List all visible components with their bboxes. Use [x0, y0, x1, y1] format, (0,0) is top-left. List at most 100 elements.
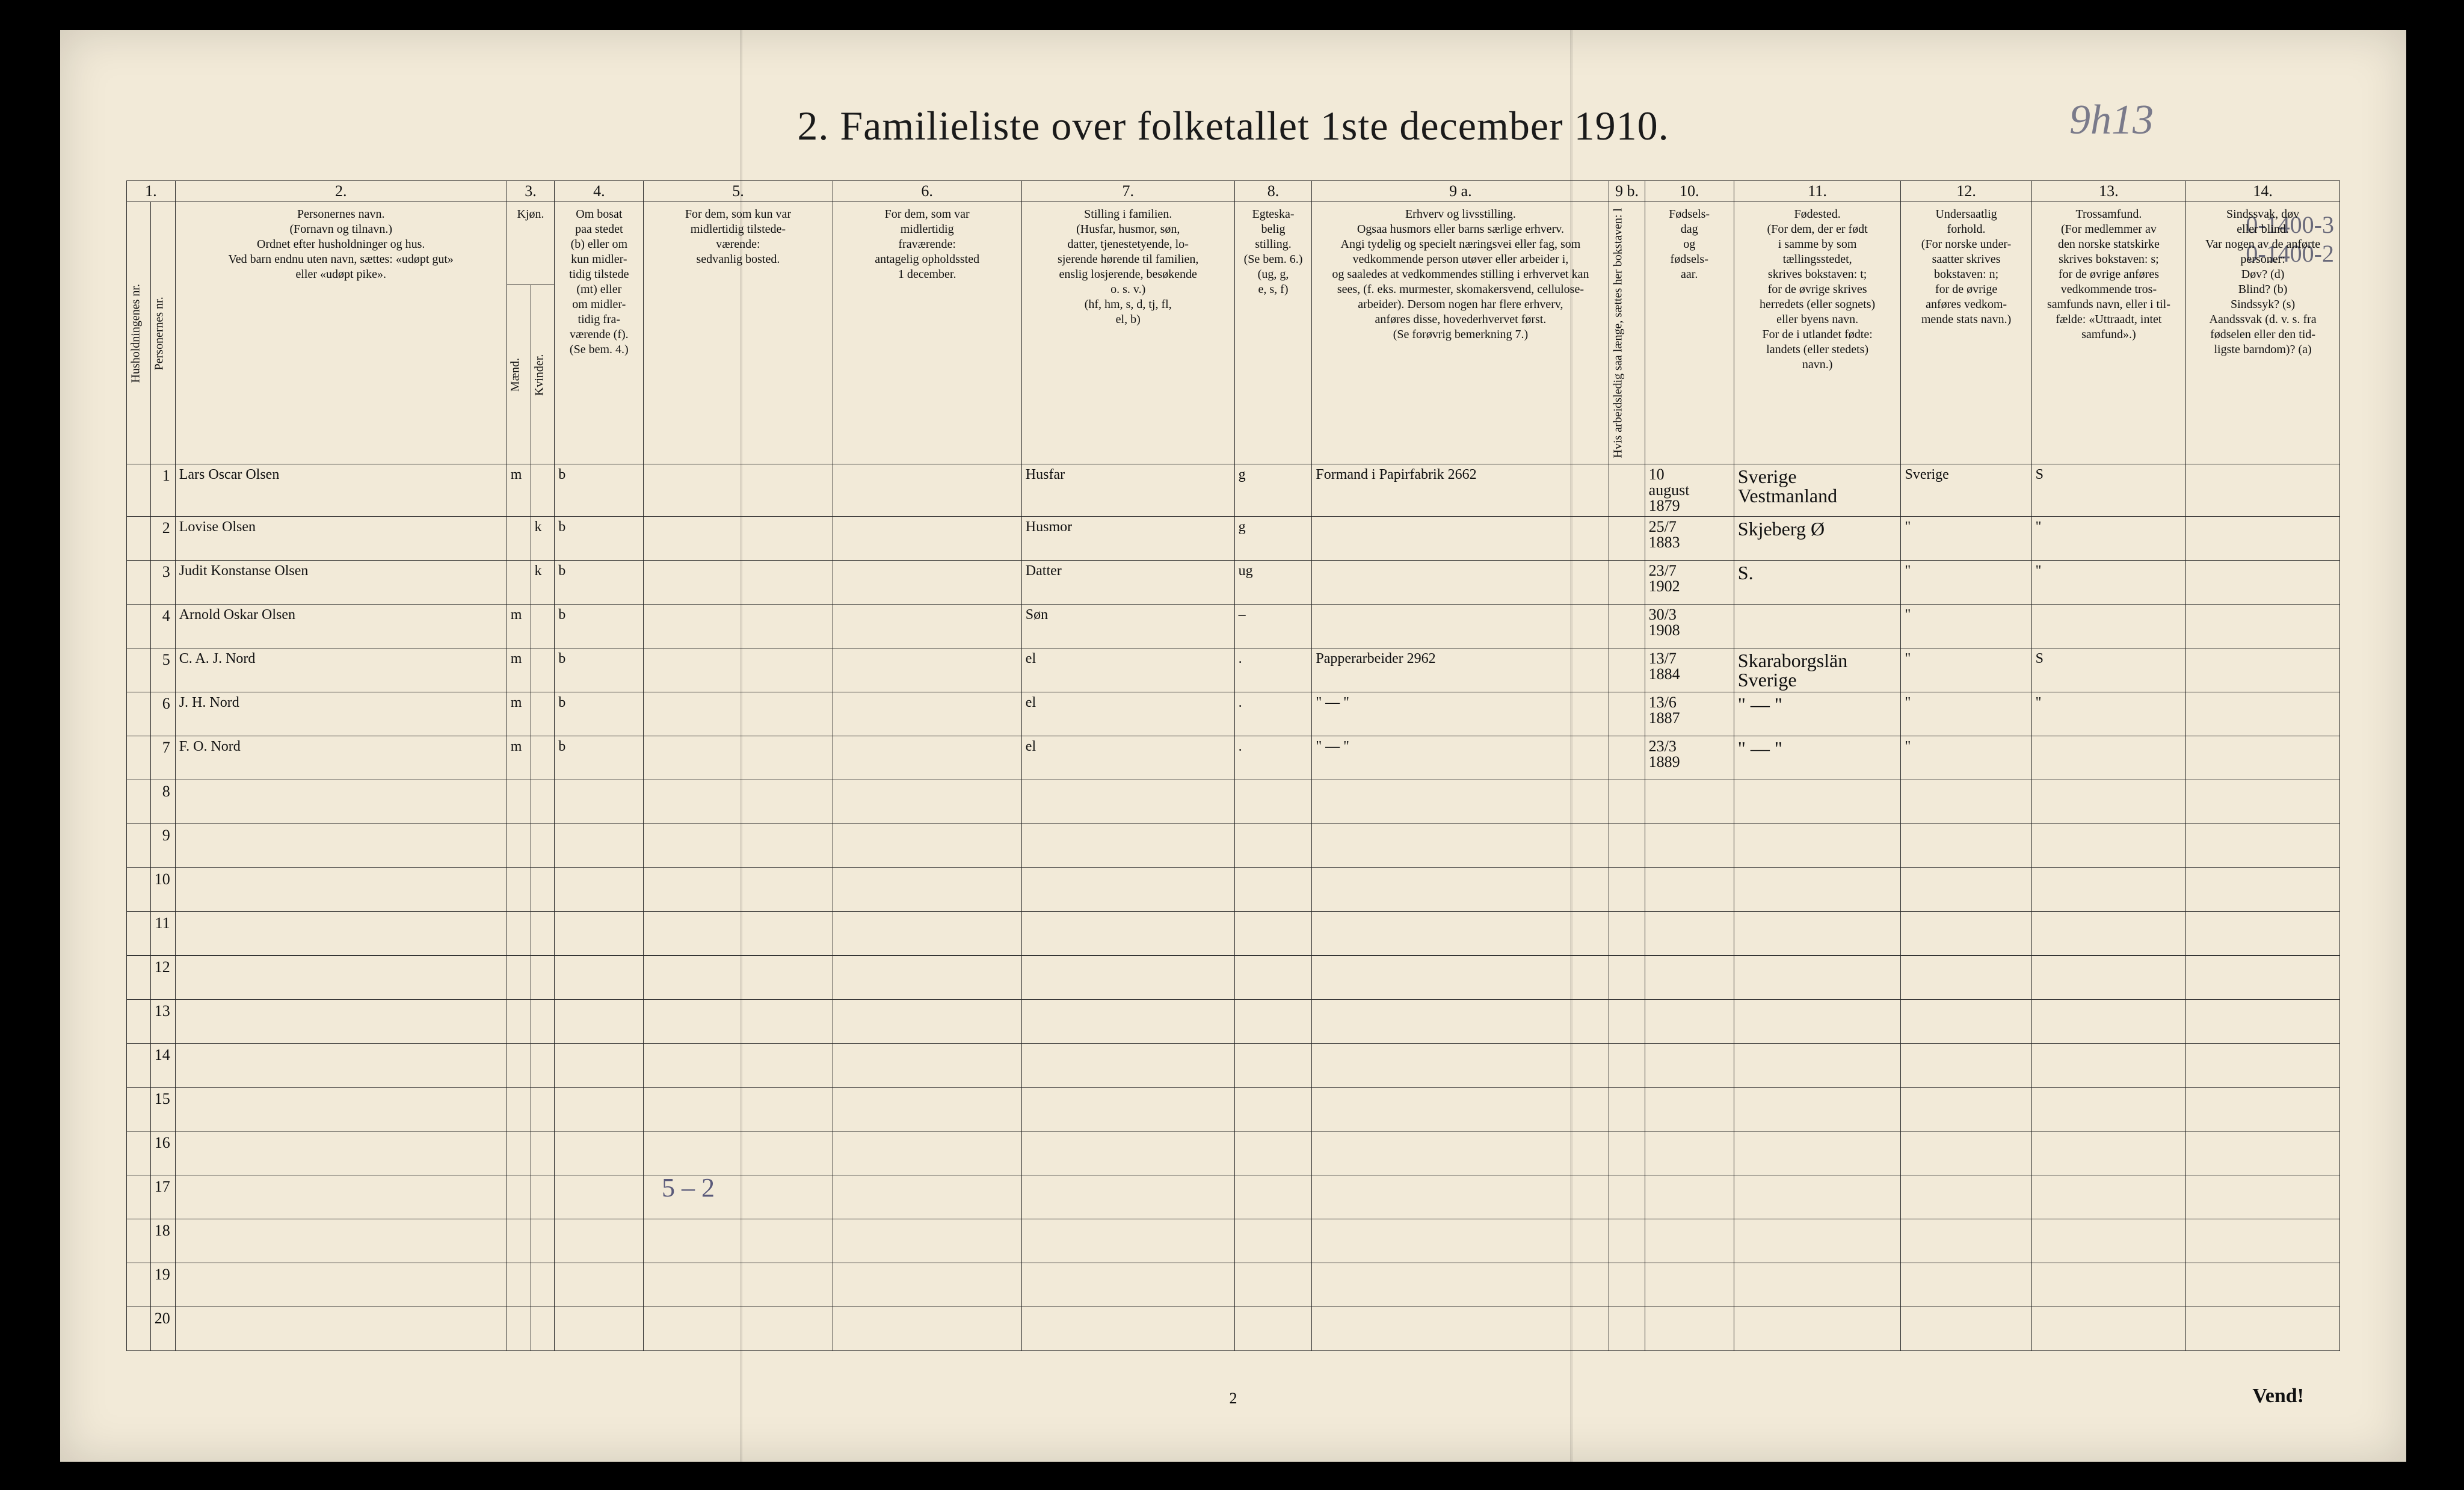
empty-cell [1901, 1088, 2031, 1131]
person-no: 15 [150, 1088, 175, 1131]
empty-cell [1021, 1175, 1234, 1219]
cell-residence: b [555, 561, 644, 605]
turn-page-note: Vend! [2252, 1385, 2304, 1408]
col-header-male: Mænd. [507, 285, 531, 464]
empty-cell [507, 780, 531, 824]
empty-cell [555, 1131, 644, 1175]
empty-cell [2031, 868, 2186, 912]
table-row: 8 [127, 780, 2340, 824]
empty-cell [507, 912, 531, 956]
empty-cell [1901, 1131, 2031, 1175]
empty-cell [1312, 824, 1609, 868]
empty-cell [531, 868, 555, 912]
col-num: 11. [1734, 181, 1901, 202]
cell-name: C. A. J. Nord [175, 648, 507, 692]
cell-birthplace: Sverige Vestmanland [1734, 464, 1901, 517]
empty-cell [2031, 1000, 2186, 1044]
empty-cell [1234, 956, 1312, 1000]
empty-cell [1901, 824, 2031, 868]
empty-cell [1645, 824, 1734, 868]
empty-cell [1021, 1000, 1234, 1044]
cell-birthplace [1734, 605, 1901, 648]
cell-birthplace: " — " [1734, 736, 1901, 780]
empty-cell [644, 1263, 833, 1307]
empty-cell [833, 956, 1021, 1000]
empty-cell [833, 1263, 1021, 1307]
cell-sex-m: m [507, 648, 531, 692]
empty-cell [175, 1307, 507, 1351]
cell-temp-present [644, 605, 833, 648]
empty-cell [1234, 1000, 1312, 1044]
cell-temp-present [644, 692, 833, 736]
empty-cell [1609, 1263, 1645, 1307]
cell-sex-k: k [531, 561, 555, 605]
person-no: 9 [150, 824, 175, 868]
empty-cell [1609, 868, 1645, 912]
empty-cell [555, 1263, 644, 1307]
cell-nationality: " [1901, 648, 2031, 692]
empty-cell [1234, 868, 1312, 912]
empty-cell [507, 1088, 531, 1131]
empty-cell [555, 824, 644, 868]
household-no [127, 780, 151, 824]
empty-cell [1609, 956, 1645, 1000]
empty-cell [1312, 1088, 1609, 1131]
cell-birthdate: 13/7 1884 [1645, 648, 1734, 692]
cell-birthdate: 25/7 1883 [1645, 517, 1734, 561]
empty-cell [833, 1088, 1021, 1131]
empty-cell [175, 1088, 507, 1131]
empty-cell [507, 824, 531, 868]
empty-cell [1734, 912, 1901, 956]
empty-cell [644, 1088, 833, 1131]
cell-temp-absent [833, 692, 1021, 736]
cell-family-pos: el [1021, 692, 1234, 736]
empty-cell [1312, 1000, 1609, 1044]
household-no [127, 1000, 151, 1044]
empty-cell [1901, 1175, 2031, 1219]
empty-cell [555, 956, 644, 1000]
col-num: 10. [1645, 181, 1734, 202]
cell-disability [2186, 648, 2340, 692]
cell-unemployed [1609, 736, 1645, 780]
household-no [127, 648, 151, 692]
col-num: 13. [2031, 181, 2186, 202]
household-no [127, 1219, 151, 1263]
empty-cell [1021, 1088, 1234, 1131]
empty-cell [644, 1219, 833, 1263]
cell-occupation: " — " [1312, 736, 1609, 780]
empty-cell [644, 780, 833, 824]
empty-cell [555, 1219, 644, 1263]
person-no: 8 [150, 780, 175, 824]
col-num: 1. [127, 181, 176, 202]
col-num: 3. [507, 181, 554, 202]
empty-cell [531, 1044, 555, 1088]
empty-cell [833, 1000, 1021, 1044]
col-header-birthdate: Fødsels- dag og fødsels- aar. [1645, 202, 1734, 464]
empty-cell [644, 1131, 833, 1175]
cell-nationality: " [1901, 517, 2031, 561]
table-row: 2Lovise OlsenkbHusmorg25/7 1883Skjeberg … [127, 517, 2340, 561]
empty-cell [1609, 1088, 1645, 1131]
empty-cell [1234, 1307, 1312, 1351]
empty-cell [1734, 956, 1901, 1000]
cell-sex-k [531, 605, 555, 648]
empty-cell [555, 780, 644, 824]
empty-cell [2031, 780, 2186, 824]
empty-cell [175, 1044, 507, 1088]
empty-cell [1312, 1044, 1609, 1088]
empty-cell [175, 912, 507, 956]
empty-cell [1234, 1263, 1312, 1307]
empty-cell [175, 868, 507, 912]
col-num: 6. [833, 181, 1021, 202]
empty-cell [1645, 1263, 1734, 1307]
cell-birthplace: Skjeberg Ø [1734, 517, 1901, 561]
table-row: 5C. A. J. Nordmbel.Papperarbeider 296213… [127, 648, 2340, 692]
household-no [127, 736, 151, 780]
col-header-temp-present: For dem, som kun var midlertidig tilsted… [644, 202, 833, 464]
cell-temp-absent [833, 517, 1021, 561]
empty-cell [2186, 824, 2340, 868]
col-header-nationality: Undersaatlig forhold. (For norske under-… [1901, 202, 2031, 464]
table-row: 19 [127, 1263, 2340, 1307]
empty-cell [1021, 868, 1234, 912]
cell-birthdate: 23/3 1889 [1645, 736, 1734, 780]
